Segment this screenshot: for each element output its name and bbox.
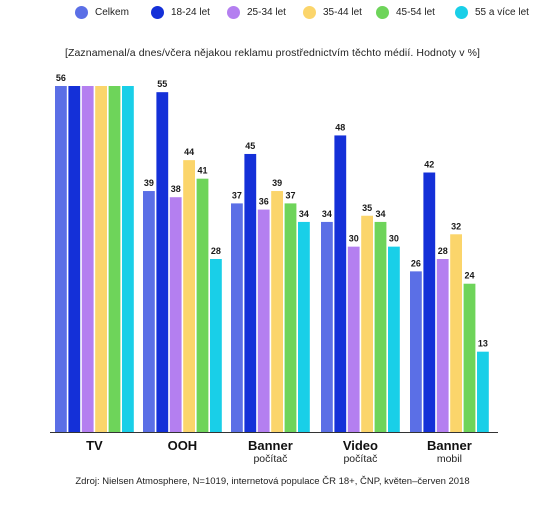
data-label: 34: [375, 209, 385, 219]
bar: [436, 259, 449, 432]
data-label: 41: [197, 166, 207, 176]
category-sublabel: počítač: [343, 453, 377, 465]
bar: [374, 221, 387, 432]
category-label: Banner: [248, 438, 293, 453]
legend-swatch: [455, 6, 468, 19]
legend-label: 35-44 let: [323, 7, 362, 18]
bar: [298, 221, 310, 432]
bar: [334, 135, 347, 432]
category-label: Video: [343, 438, 378, 453]
legend-swatch: [151, 6, 164, 19]
bar: [183, 160, 195, 432]
data-label: 56: [56, 73, 66, 83]
bar: [271, 191, 283, 432]
data-label: 34: [322, 209, 332, 219]
bar: [423, 172, 436, 432]
bar: [284, 203, 297, 432]
bar: [95, 86, 107, 432]
source-note: Zdroj: Nielsen Atmosphere, N=1019, inter…: [75, 476, 470, 487]
bar: [257, 209, 270, 432]
bar: [231, 203, 243, 432]
data-label: 30: [349, 234, 359, 244]
bar: [81, 86, 94, 432]
bar: [122, 86, 134, 432]
data-label: 32: [451, 221, 461, 231]
legend-item: 45-54 let: [376, 6, 435, 19]
data-label: 30: [389, 234, 399, 244]
legend-label: 55 a více let: [475, 7, 529, 18]
bar: [361, 215, 373, 432]
legend-label: 25-34 let: [247, 7, 286, 18]
data-label: 44: [184, 147, 194, 157]
legend-swatch: [303, 6, 316, 19]
bar: [156, 92, 169, 432]
data-label: 34: [299, 209, 309, 219]
legend: Celkem 18-24 let 25-34 let 35-44 let 45-54 l…: [0, 6, 545, 24]
bar: [388, 246, 400, 432]
bar: [463, 283, 476, 432]
legend-label: Celkem: [95, 7, 129, 18]
category-label: OOH: [168, 438, 198, 453]
data-label: 45: [245, 141, 255, 151]
data-label: 26: [411, 258, 421, 268]
bar: [108, 86, 121, 432]
legend-item: 35-44 let: [303, 6, 362, 19]
bar-chart: 56TV395538444128OOH374536393734Bannerpoč…: [50, 73, 498, 465]
legend-item: Celkem: [75, 6, 129, 19]
legend-swatch: [376, 6, 389, 19]
legend-swatch: [75, 6, 88, 19]
data-label: 37: [232, 190, 242, 200]
data-label: 48: [335, 122, 345, 132]
bar: [450, 234, 462, 432]
data-label: 37: [285, 190, 295, 200]
legend-item: 55 a více let: [455, 6, 529, 19]
bar: [347, 246, 360, 432]
bar: [143, 191, 155, 432]
bar: [410, 271, 422, 432]
data-label: 42: [424, 160, 434, 170]
bar: [210, 259, 222, 432]
category-label: Banner: [427, 438, 472, 453]
bar: [477, 351, 489, 432]
data-label: 39: [144, 178, 154, 188]
data-label: 55: [157, 79, 167, 89]
data-label: 36: [259, 197, 269, 207]
data-label: 24: [464, 271, 474, 281]
data-label: 38: [171, 184, 181, 194]
chart-subtitle: [Zaznamenal/a dnes/včera nějakou reklamu…: [64, 47, 481, 59]
bar: [169, 197, 182, 432]
legend-item: 18-24 let: [151, 6, 210, 19]
legend-item: 25-34 let: [227, 6, 286, 19]
data-label: 35: [362, 203, 372, 213]
bar: [68, 86, 81, 432]
legend-swatch: [227, 6, 240, 19]
category-sublabel: počítač: [253, 453, 287, 465]
category-sublabel: mobil: [437, 453, 462, 465]
data-label: 39: [272, 178, 282, 188]
data-label: 28: [211, 246, 221, 256]
bar: [55, 86, 67, 432]
legend-label: 45-54 let: [396, 7, 435, 18]
bar: [244, 153, 257, 432]
data-label: 28: [438, 246, 448, 256]
category-label: TV: [86, 438, 103, 453]
bar: [196, 178, 209, 432]
bar: [321, 221, 333, 432]
legend-label: 18-24 let: [171, 7, 210, 18]
data-label: 13: [478, 339, 488, 349]
